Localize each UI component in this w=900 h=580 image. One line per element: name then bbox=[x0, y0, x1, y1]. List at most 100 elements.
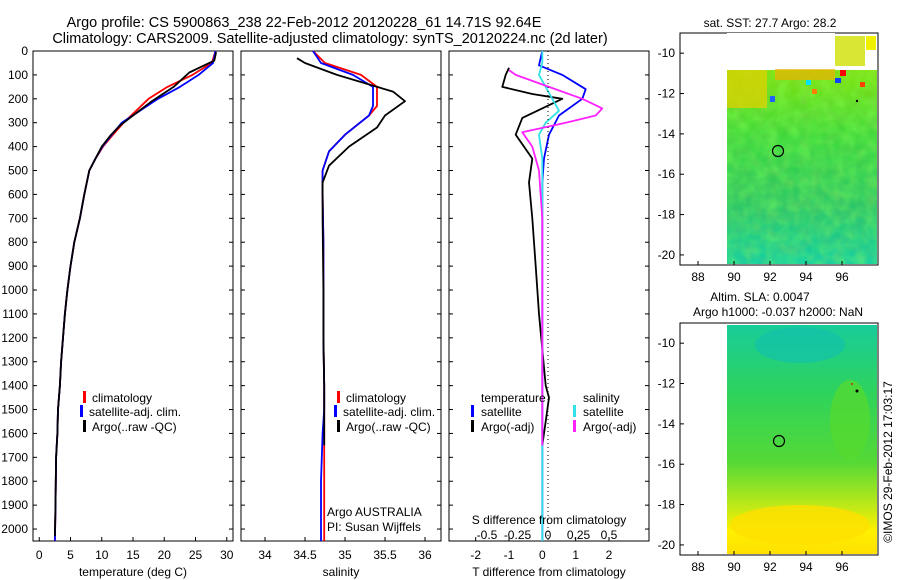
map-x-tick-label: 94 bbox=[799, 270, 813, 284]
depth-tick-label: 700 bbox=[8, 211, 28, 225]
depth-tick-label: 1600 bbox=[1, 426, 28, 440]
argo-program-label: Argo AUSTRALIA bbox=[327, 505, 422, 519]
map-y-tick-label: -12 bbox=[658, 87, 676, 101]
series-line-satellite-adj-clim- bbox=[54, 50, 217, 542]
x-tick-label: 35 bbox=[338, 548, 352, 562]
temperature-legend: climatology satellite-adj. clim. Argo(..… bbox=[80, 391, 181, 434]
legend-swatch-satellite bbox=[80, 405, 83, 417]
t-difference-axis-label: T difference from climatology bbox=[472, 565, 626, 579]
series-line-argo-raw-qc- bbox=[54, 52, 217, 537]
sla-map-title-line1: Altim. SLA: 0.0047 bbox=[710, 290, 810, 304]
map-y-tick-label: -10 bbox=[658, 46, 676, 60]
sla-high-region bbox=[830, 380, 870, 460]
series-line-satellite-adj-clim- bbox=[312, 50, 374, 541]
series-line-climatology bbox=[54, 50, 217, 542]
x-tick-label: 25 bbox=[189, 548, 203, 562]
map-x-tick-label: 92 bbox=[763, 270, 777, 284]
figure-title-line1: Argo profile: CS 5900863_238 22-Feb-2012… bbox=[67, 15, 542, 31]
series-line-argo-raw-qc- bbox=[296, 57, 406, 446]
depth-tick-label: 0 bbox=[21, 44, 28, 58]
sla-high-region bbox=[730, 505, 870, 545]
map-x-tick-label: 92 bbox=[763, 560, 777, 574]
depth-tick-label: 1200 bbox=[1, 331, 28, 345]
depth-tick-label: 1900 bbox=[1, 498, 28, 512]
legend-label-argo: Argo(..raw -QC) bbox=[92, 420, 177, 434]
sst-warm-patch bbox=[835, 36, 865, 66]
x-tick-label: -2 bbox=[470, 548, 481, 562]
sst-outlier-pixel bbox=[812, 89, 817, 94]
sst-outlier-pixel bbox=[835, 78, 841, 83]
map-y-tick-label: -12 bbox=[658, 377, 676, 391]
salinity-axis-label: salinity bbox=[323, 565, 360, 579]
legend-heading-salinity: salinity bbox=[583, 391, 620, 405]
x-tick-labels: 0 5 10 15 20 25 30 34 34.5 35 35.5 36 -2 -1 0 1 2 -0.5 -0.… bbox=[36, 528, 618, 562]
legend-label-satellite: satellite-adj. clim. bbox=[89, 405, 181, 419]
x-tick-label: 15 bbox=[126, 548, 140, 562]
depth-tick-label: 2000 bbox=[1, 522, 28, 536]
depth-tick-label: 1100 bbox=[2, 307, 28, 321]
series-line-t-satellite bbox=[538, 50, 587, 541]
depth-tick-label: 200 bbox=[8, 92, 28, 106]
legend-swatch-satellite bbox=[334, 405, 337, 417]
x-tick-label: -1 bbox=[504, 548, 515, 562]
legend-heading-temperature: temperature bbox=[481, 391, 546, 405]
legend-swatch-climatology bbox=[83, 391, 86, 403]
s-difference-tick-label: 0 bbox=[545, 528, 552, 542]
sst-map bbox=[679, 32, 879, 266]
map-y-tick-label: -14 bbox=[658, 417, 676, 431]
sla-neighbor-marker bbox=[855, 389, 859, 393]
legend-label-argo: Argo(..raw -QC) bbox=[346, 420, 431, 434]
sla-low-region bbox=[755, 327, 845, 363]
depth-tick-labels: 0 100 200 300 400 500 600 700 800 900 1000 1100 1200… bbox=[1, 44, 28, 536]
map-y-tick-label: -20 bbox=[658, 538, 676, 552]
salinity-series bbox=[296, 50, 406, 541]
temperature-series bbox=[54, 50, 217, 542]
copyright-timestamp-label: ©IMOS 29-Feb-2012 17:03:17 bbox=[881, 381, 895, 543]
legend-label-t-argo: Argo(-adj) bbox=[481, 420, 534, 434]
depth-tick-label: 1800 bbox=[1, 474, 28, 488]
series-line-s-argo-adj- bbox=[508, 69, 604, 446]
depth-tick-label: 500 bbox=[8, 164, 28, 178]
depth-tick-label: 900 bbox=[8, 259, 28, 273]
sst-outlier-pixel bbox=[840, 70, 846, 76]
map-y-tick-label: -14 bbox=[658, 127, 676, 141]
legend-label-climatology: climatology bbox=[92, 391, 152, 405]
depth-tick-label: 100 bbox=[8, 68, 28, 82]
figure-title-line2: Climatology: CARS2009. Satellite-adjuste… bbox=[52, 31, 607, 47]
depth-tick-label: 800 bbox=[8, 235, 28, 249]
map-x-tick-label: 94 bbox=[799, 560, 813, 574]
x-tick-label: 10 bbox=[95, 548, 109, 562]
map-y-tick-label: -20 bbox=[658, 248, 676, 262]
argo-pi-label: PI: Susan Wijffels bbox=[327, 520, 421, 534]
depth-tick-label: 400 bbox=[8, 140, 28, 154]
legend-label-s-satellite: satellite bbox=[583, 405, 624, 419]
difference-series bbox=[501, 50, 604, 541]
legend-swatch-t-satellite bbox=[471, 405, 474, 417]
sst-map-tick-labels: 88 90 92 94 96 -10 -12 -14 -16 -18 -20 bbox=[658, 46, 849, 284]
sla-map-tick-labels: 88 90 92 94 96 -10 -12 -14 -16 -18 -20 bbox=[658, 336, 849, 574]
legend-label-s-argo: Argo(-adj) bbox=[583, 420, 636, 434]
x-tick-label: 35.5 bbox=[373, 548, 397, 562]
salinity-panel-frame bbox=[240, 50, 442, 542]
sla-map-title-line2: Argo h1000: -0.037 h2000: NaN bbox=[693, 305, 863, 319]
map-y-tick-label: -16 bbox=[658, 167, 676, 181]
sst-outlier-pixel bbox=[770, 96, 775, 102]
legend-label-t-satellite: satellite bbox=[481, 405, 522, 419]
x-tick-label: 36 bbox=[418, 548, 432, 562]
sst-map-title: sat. SST: 27.7 Argo: 28.2 bbox=[704, 16, 837, 30]
sla-argo-location-marker bbox=[772, 434, 786, 448]
legend-swatch-climatology bbox=[337, 391, 340, 403]
s-difference-tick-label: 0.5 bbox=[601, 528, 618, 542]
map-x-tick-label: 90 bbox=[727, 270, 741, 284]
depth-tick-label: 600 bbox=[8, 187, 28, 201]
map-x-tick-label: 88 bbox=[691, 560, 705, 574]
x-tick-label: 34 bbox=[258, 548, 272, 562]
sst-warm-patch bbox=[866, 36, 876, 50]
legend-swatch-argo bbox=[83, 420, 86, 432]
map-y-tick-label: -18 bbox=[658, 208, 676, 222]
series-line-t-argo-adj- bbox=[501, 67, 564, 446]
sla-neighbor-marker bbox=[851, 383, 853, 385]
difference-salinity-legend: salinity satellite Argo(-adj) bbox=[573, 391, 636, 434]
sst-warm-patch bbox=[727, 70, 767, 108]
